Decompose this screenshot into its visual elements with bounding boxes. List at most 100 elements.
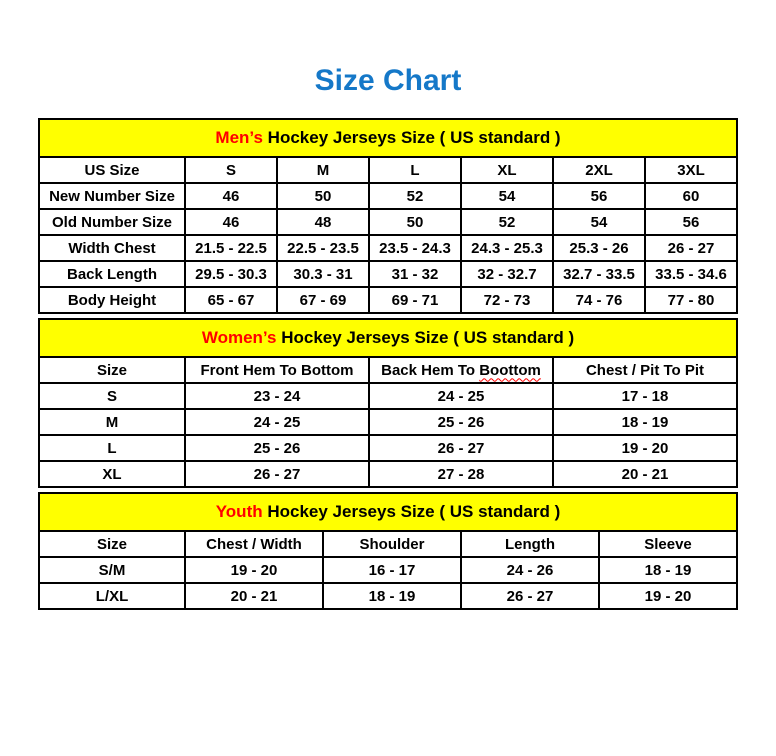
mens-cell-value: 22.5 - 23.5 [276, 234, 370, 262]
youth-cell-value: 26 - 27 [460, 582, 600, 610]
womens-banner-highlight: Women’s [201, 328, 277, 347]
womens-column-header: Front Hem To Bottom [184, 356, 370, 384]
mens-cell-value: 74 - 76 [552, 286, 646, 314]
womens-cell-value: 25 - 26 [368, 408, 554, 436]
mens-cell-value: 33.5 - 34.6 [644, 260, 738, 288]
mens-cell-value: 26 - 27 [644, 234, 738, 262]
mens-cell-value: 23.5 - 24.3 [368, 234, 462, 262]
mens-banner-text: Hockey Jerseys Size ( US standard ) [262, 128, 561, 147]
youth-banner-text: Hockey Jerseys Size ( US standard ) [262, 502, 561, 521]
size-tables-container: Men’s Hockey Jerseys Size ( US standard … [38, 118, 738, 610]
womens-row-label: L [38, 434, 186, 462]
youth-size-table: Youth Hockey Jerseys Size ( US standard … [38, 492, 738, 610]
womens-column-header: Chest / Pit To Pit [552, 356, 738, 384]
youth-cell-value: 20 - 21 [184, 582, 324, 610]
mens-cell-value: 25.3 - 26 [552, 234, 646, 262]
youth-cell-value: 19 - 20 [184, 556, 324, 584]
mens-cell-value: 29.5 - 30.3 [184, 260, 278, 288]
womens-column-header: Size [38, 356, 186, 384]
mens-cell-value: 46 [184, 208, 278, 236]
womens-row-label: M [38, 408, 186, 436]
youth-column-header: Chest / Width [184, 530, 324, 558]
mens-cell-value: 67 - 69 [276, 286, 370, 314]
size-chart-page: Size Chart Men’s Hockey Jerseys Size ( U… [0, 64, 776, 756]
youth-cell-value: 16 - 17 [322, 556, 462, 584]
womens-cell-value: 23 - 24 [184, 382, 370, 410]
womens-banner-text: Hockey Jerseys Size ( US standard ) [276, 328, 575, 347]
womens-table-row: S 23 - 24 24 - 25 17 - 18 [38, 382, 738, 410]
mens-cell-value: 21.5 - 22.5 [184, 234, 278, 262]
youth-banner-highlight: Youth [215, 502, 263, 521]
mens-row-label: Width Chest [38, 234, 186, 262]
mens-header-row: US Size S M L XL 2XL 3XL [38, 156, 738, 184]
womens-size-table: Women’s Hockey Jerseys Size ( US standar… [38, 318, 738, 488]
womens-cell-value: 25 - 26 [184, 434, 370, 462]
womens-cell-value: 26 - 27 [184, 460, 370, 488]
mens-cell-value: 24.3 - 25.3 [460, 234, 554, 262]
mens-cell-value: 31 - 32 [368, 260, 462, 288]
womens-cell-value: 24 - 25 [368, 382, 554, 410]
mens-table-row: New Number Size 46 50 52 54 56 60 [38, 182, 738, 210]
mens-column-header: S [184, 156, 278, 184]
youth-row-label: S/M [38, 556, 186, 584]
womens-cell-value: 27 - 28 [368, 460, 554, 488]
youth-cell-value: 24 - 26 [460, 556, 600, 584]
youth-section-banner: Youth Hockey Jerseys Size ( US standard … [38, 492, 738, 532]
misspelled-word: Boottom [479, 361, 541, 379]
youth-row-label: L/XL [38, 582, 186, 610]
mens-cell-value: 69 - 71 [368, 286, 462, 314]
mens-cell-value: 54 [460, 182, 554, 210]
youth-table-row: L/XL 20 - 21 18 - 19 26 - 27 19 - 20 [38, 582, 738, 610]
mens-column-header: US Size [38, 156, 186, 184]
youth-column-header: Size [38, 530, 186, 558]
womens-table-row: XL 26 - 27 27 - 28 20 - 21 [38, 460, 738, 488]
womens-section-banner: Women’s Hockey Jerseys Size ( US standar… [38, 318, 738, 358]
womens-cell-value: 19 - 20 [552, 434, 738, 462]
mens-column-header: 2XL [552, 156, 646, 184]
womens-cell-value: 20 - 21 [552, 460, 738, 488]
mens-section-banner: Men’s Hockey Jerseys Size ( US standard … [38, 118, 738, 158]
mens-table-row: Old Number Size 46 48 50 52 54 56 [38, 208, 738, 236]
mens-cell-value: 32 - 32.7 [460, 260, 554, 288]
page-title: Size Chart [314, 64, 462, 97]
womens-column-header: Back Hem To Boottom [368, 356, 554, 384]
mens-cell-value: 56 [552, 182, 646, 210]
womens-cell-value: 26 - 27 [368, 434, 554, 462]
mens-cell-value: 65 - 67 [184, 286, 278, 314]
mens-cell-value: 50 [276, 182, 370, 210]
mens-cell-value: 32.7 - 33.5 [552, 260, 646, 288]
mens-cell-value: 56 [644, 208, 738, 236]
youth-column-header: Sleeve [598, 530, 738, 558]
mens-cell-value: 54 [552, 208, 646, 236]
mens-column-header: 3XL [644, 156, 738, 184]
mens-cell-value: 48 [276, 208, 370, 236]
mens-cell-value: 52 [368, 182, 462, 210]
mens-row-label: Body Height [38, 286, 186, 314]
womens-row-label: XL [38, 460, 186, 488]
youth-column-header: Length [460, 530, 600, 558]
womens-row-label: S [38, 382, 186, 410]
mens-cell-value: 72 - 73 [460, 286, 554, 314]
womens-cell-value: 18 - 19 [552, 408, 738, 436]
mens-banner-highlight: Men’s [215, 128, 263, 147]
womens-table-row: L 25 - 26 26 - 27 19 - 20 [38, 434, 738, 462]
youth-cell-value: 19 - 20 [598, 582, 738, 610]
mens-cell-value: 52 [460, 208, 554, 236]
youth-column-header: Shoulder [322, 530, 462, 558]
mens-size-table: Men’s Hockey Jerseys Size ( US standard … [38, 118, 738, 314]
mens-cell-value: 60 [644, 182, 738, 210]
mens-row-label: Back Length [38, 260, 186, 288]
womens-table-row: M 24 - 25 25 - 26 18 - 19 [38, 408, 738, 436]
mens-cell-value: 77 - 80 [644, 286, 738, 314]
mens-column-header: L [368, 156, 462, 184]
youth-header-row: Size Chest / Width Shoulder Length Sleeve [38, 530, 738, 558]
mens-cell-value: 50 [368, 208, 462, 236]
womens-cell-value: 24 - 25 [184, 408, 370, 436]
mens-cell-value: 30.3 - 31 [276, 260, 370, 288]
youth-cell-value: 18 - 19 [598, 556, 738, 584]
youth-cell-value: 18 - 19 [322, 582, 462, 610]
mens-column-header: XL [460, 156, 554, 184]
mens-row-label: Old Number Size [38, 208, 186, 236]
womens-cell-value: 17 - 18 [552, 382, 738, 410]
mens-row-label: New Number Size [38, 182, 186, 210]
